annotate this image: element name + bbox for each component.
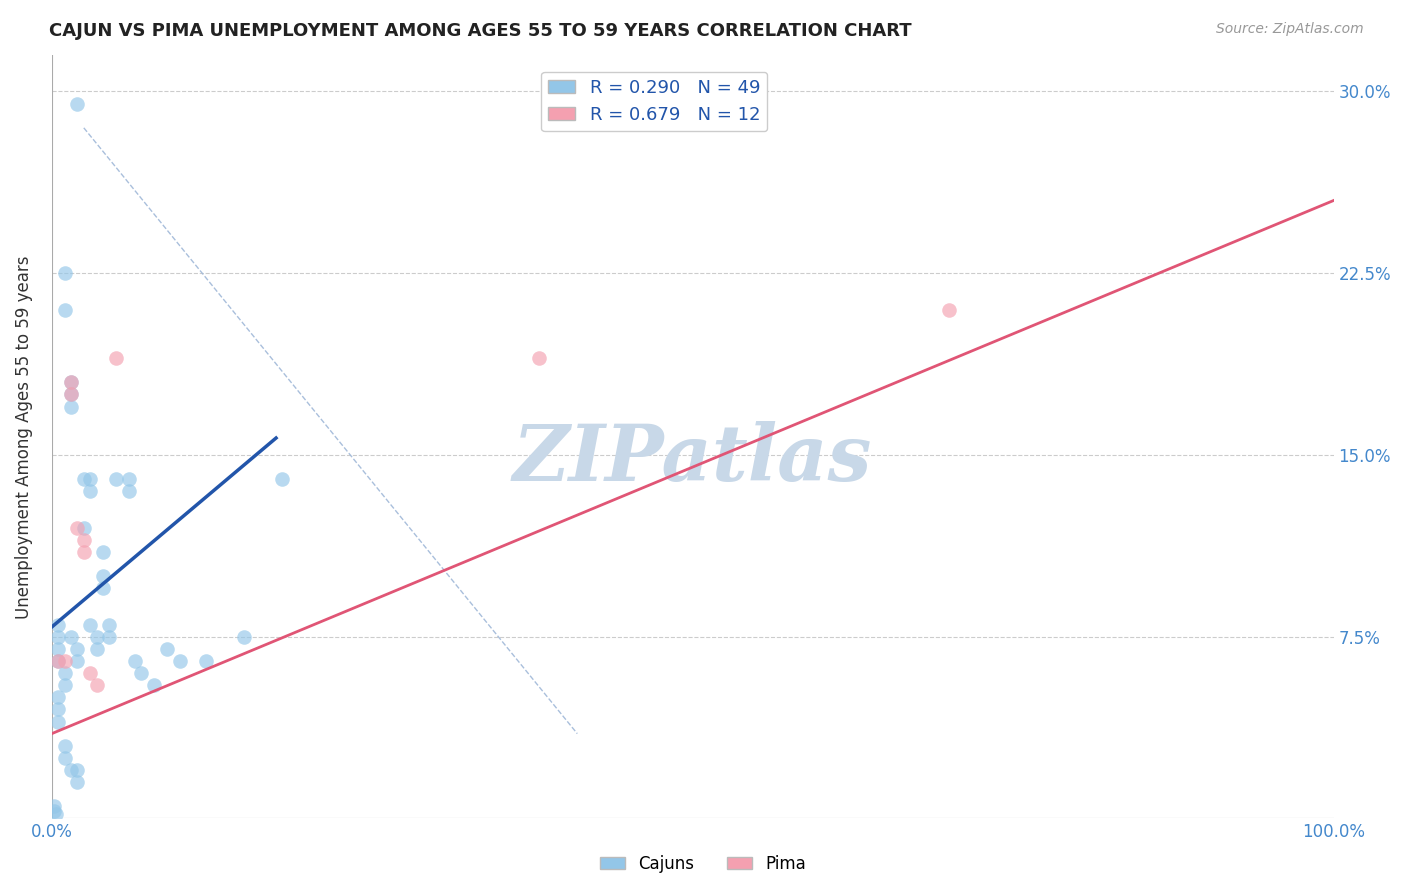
Point xyxy=(104,472,127,486)
Point xyxy=(53,739,76,753)
Point xyxy=(59,387,82,401)
Point xyxy=(79,484,101,499)
Point xyxy=(194,654,217,668)
Point xyxy=(53,302,76,317)
Point xyxy=(156,641,179,656)
Point xyxy=(79,617,101,632)
Point xyxy=(46,702,69,716)
Point xyxy=(91,569,114,583)
Point xyxy=(143,678,166,692)
Point xyxy=(233,630,256,644)
Legend: R = 0.290   N = 49, R = 0.679   N = 12: R = 0.290 N = 49, R = 0.679 N = 12 xyxy=(541,71,768,131)
Point xyxy=(46,654,69,668)
Point xyxy=(98,630,121,644)
Point xyxy=(66,641,89,656)
Point xyxy=(44,799,66,814)
Point xyxy=(46,654,69,668)
Point xyxy=(73,545,96,559)
Point xyxy=(59,387,82,401)
Point xyxy=(91,545,114,559)
Text: Source: ZipAtlas.com: Source: ZipAtlas.com xyxy=(1216,22,1364,37)
Point xyxy=(79,472,101,486)
Point xyxy=(59,376,82,390)
Point xyxy=(66,763,89,777)
Point xyxy=(59,376,82,390)
Point xyxy=(131,666,153,681)
Point xyxy=(73,533,96,547)
Point xyxy=(59,630,82,644)
Y-axis label: Unemployment Among Ages 55 to 59 years: Unemployment Among Ages 55 to 59 years xyxy=(15,255,32,618)
Point xyxy=(66,775,89,789)
Point xyxy=(66,654,89,668)
Legend: Cajuns, Pima: Cajuns, Pima xyxy=(593,848,813,880)
Point xyxy=(91,581,114,595)
Point xyxy=(53,678,76,692)
Point xyxy=(44,804,66,818)
Point xyxy=(59,400,82,414)
Point xyxy=(59,763,82,777)
Point xyxy=(73,472,96,486)
Point xyxy=(118,484,141,499)
Point xyxy=(86,678,108,692)
Point xyxy=(53,654,76,668)
Point xyxy=(53,266,76,280)
Text: ZIPatlas: ZIPatlas xyxy=(513,421,872,498)
Point xyxy=(46,630,69,644)
Point xyxy=(104,351,127,365)
Point xyxy=(527,351,550,365)
Point xyxy=(79,666,101,681)
Point xyxy=(53,751,76,765)
Point xyxy=(271,472,294,486)
Point xyxy=(73,521,96,535)
Point xyxy=(46,641,69,656)
Point xyxy=(66,96,89,111)
Point xyxy=(53,666,76,681)
Point xyxy=(86,630,108,644)
Point xyxy=(118,472,141,486)
Point xyxy=(124,654,146,668)
Point xyxy=(86,641,108,656)
Point xyxy=(45,806,67,821)
Point xyxy=(46,617,69,632)
Point xyxy=(46,714,69,729)
Text: CAJUN VS PIMA UNEMPLOYMENT AMONG AGES 55 TO 59 YEARS CORRELATION CHART: CAJUN VS PIMA UNEMPLOYMENT AMONG AGES 55… xyxy=(49,22,912,40)
Point xyxy=(98,617,121,632)
Point xyxy=(46,690,69,705)
Point xyxy=(66,521,89,535)
Point xyxy=(169,654,191,668)
Point xyxy=(938,302,960,317)
